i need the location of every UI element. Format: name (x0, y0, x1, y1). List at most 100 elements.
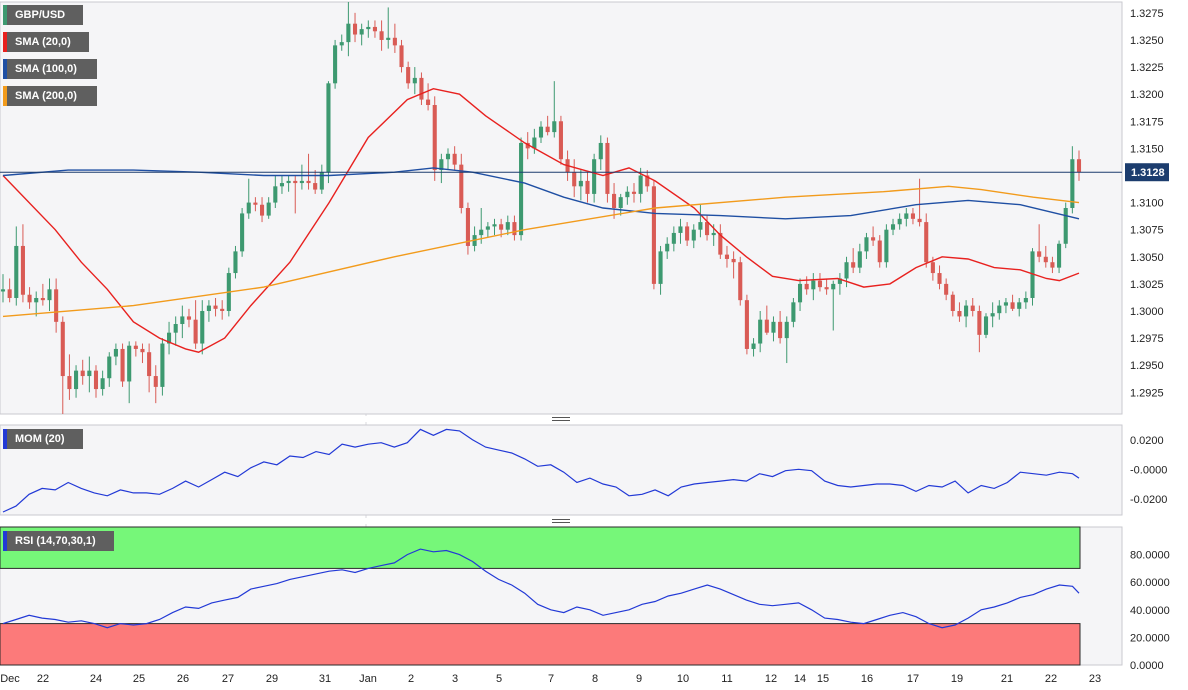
candle-body (160, 343, 165, 387)
legend-sma200: SMA (200,0) (3, 86, 97, 106)
y-tick-label: 1.3275 (1130, 8, 1164, 20)
candle-body (459, 164, 464, 208)
candle-body (804, 283, 809, 290)
legend-symbol: GBP/USD (3, 5, 83, 25)
candle-body (326, 83, 331, 173)
candle-body (944, 283, 949, 295)
rsi-bands (0, 526, 1081, 666)
y-tick-label: 1.3175 (1130, 116, 1164, 128)
candle-body (253, 202, 258, 205)
candle-body (113, 348, 118, 357)
candle-body (645, 175, 650, 187)
candle-body (877, 240, 882, 263)
candle-body (592, 159, 597, 194)
candle-body (93, 370, 99, 390)
candle-body (658, 251, 663, 284)
candle-body (359, 29, 364, 35)
candle-body (372, 26, 377, 32)
candle-body (339, 42, 344, 46)
candle-body (479, 229, 484, 236)
candle-body (445, 153, 451, 160)
candle-body (505, 222, 510, 230)
candle-body (299, 180, 304, 184)
candle-body (419, 77, 424, 100)
candle-body (1017, 302, 1022, 309)
y-tick-label: 1.3100 (1130, 198, 1164, 210)
candle-body (631, 191, 637, 194)
candle-body (691, 229, 696, 241)
candle-body (791, 302, 796, 322)
y-tick-label: 1.3025 (1130, 279, 1164, 291)
candle-body (957, 311, 962, 317)
candle-body (552, 121, 557, 133)
candle-body (34, 297, 39, 303)
candle-body (532, 137, 537, 149)
y-tick-label: 1.3250 (1130, 35, 1164, 47)
candle-body (54, 289, 59, 322)
candle-body (997, 305, 1002, 314)
candle-body (147, 352, 152, 377)
y-tick-label: 1.3200 (1130, 89, 1164, 101)
candle-body (731, 258, 736, 263)
candle-body (831, 283, 836, 290)
y-tick-label: 40.0000 (1130, 605, 1170, 617)
candle-body (698, 222, 703, 230)
x-tick-label: 14 (794, 673, 806, 685)
candle-body (1076, 159, 1082, 173)
candle-body (977, 311, 982, 335)
y-tick-label: 1.3150 (1130, 143, 1164, 155)
legend-sma100-label: SMA (100,0) (15, 63, 77, 75)
y-tick-label: 1.2950 (1130, 360, 1164, 372)
rsi-overbought-zone (0, 526, 1081, 569)
candle-body (784, 321, 789, 339)
panel-dividers[interactable] (0, 416, 1122, 524)
candle-body (186, 316, 192, 320)
candle-body (379, 31, 384, 40)
candle-body (20, 245, 25, 295)
current-price-tag (1125, 163, 1169, 182)
candle-body (293, 180, 298, 184)
x-tick-label: 22 (37, 673, 49, 685)
candle-body (432, 105, 437, 171)
momentum-line (2, 428, 1080, 513)
candle-body (585, 180, 590, 194)
indicator-lines (2, 428, 1080, 629)
candle-body (259, 204, 265, 216)
candle-body (200, 311, 205, 344)
candle-body (27, 294, 32, 303)
x-tick-label: 10 (677, 673, 689, 685)
candle-body (233, 251, 238, 274)
candle-body (206, 305, 211, 311)
moving-averages (0, 87, 1122, 353)
candle-body (426, 99, 431, 105)
candle-body (744, 300, 749, 349)
candle-body (578, 180, 583, 187)
x-tick-label: 22 (1045, 673, 1057, 685)
legend-rsi-label: RSI (14,70,30,1) (15, 535, 96, 547)
panel-resize-handle[interactable] (0, 518, 1122, 524)
candle-body (492, 224, 497, 227)
candle-body (924, 222, 929, 263)
y-tick-label: 0.0200 (1130, 435, 1164, 447)
candle-body (824, 287, 829, 290)
legend-symbol-label: GBP/USD (15, 9, 66, 21)
candle-body (213, 305, 218, 309)
panel-resize-handle[interactable] (0, 416, 1122, 422)
candle-body (266, 202, 271, 216)
y-tick-label: 0.0000 (1130, 660, 1164, 672)
candle-body (778, 321, 783, 339)
x-tick-label: 5 (496, 673, 502, 685)
candle-body (399, 45, 404, 68)
candle-body (671, 232, 676, 244)
candle-body (313, 183, 318, 190)
candle-body (545, 126, 550, 133)
candle-body (983, 316, 989, 335)
candle-body (724, 254, 730, 259)
candle-body (558, 121, 563, 160)
x-tick-label: 21 (1001, 673, 1013, 685)
candle-body (47, 289, 52, 301)
candle-body (1003, 302, 1008, 306)
axis-labels: 1.2925 1.2950 1.2975 1.3000 1.3025 1.3050 1.30… (0, 8, 1170, 685)
candle-body (638, 175, 643, 194)
candle-body (1057, 243, 1062, 268)
